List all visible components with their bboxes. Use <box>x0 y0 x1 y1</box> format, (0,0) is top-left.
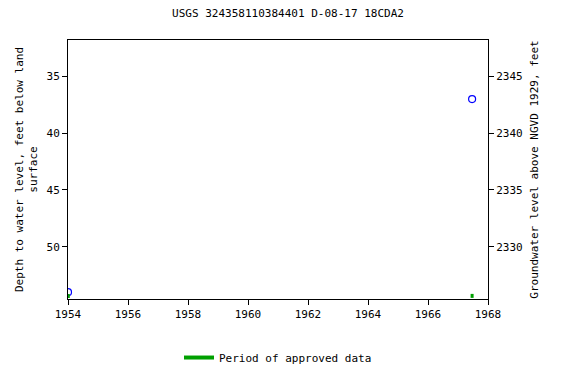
svg-text:1958: 1958 <box>175 308 202 321</box>
svg-text:1966: 1966 <box>415 308 442 321</box>
svg-text:1956: 1956 <box>115 308 142 321</box>
svg-text:35: 35 <box>47 70 60 83</box>
svg-text:2345: 2345 <box>496 70 523 83</box>
svg-text:2330: 2330 <box>496 241 523 254</box>
svg-text:1962: 1962 <box>295 308 322 321</box>
svg-text:Period of approved data: Period of approved data <box>219 352 371 365</box>
svg-text:2340: 2340 <box>496 127 523 140</box>
svg-text:40: 40 <box>47 127 60 140</box>
svg-text:1964: 1964 <box>355 308 382 321</box>
svg-text:USGS 324358110384401 D-08-17 1: USGS 324358110384401 D-08-17 18CDA2 <box>172 7 404 20</box>
svg-text:Depth to water level, feet bel: Depth to water level, feet below landsur… <box>13 47 40 292</box>
svg-text:1954: 1954 <box>55 308 82 321</box>
svg-text:45: 45 <box>47 184 60 197</box>
svg-text:Groundwater level above NGVD 1: Groundwater level above NGVD 1929, feet <box>528 40 541 298</box>
svg-text:1960: 1960 <box>235 308 262 321</box>
svg-text:50: 50 <box>47 241 60 254</box>
svg-text:1968: 1968 <box>475 308 502 321</box>
svg-text:2335: 2335 <box>496 184 523 197</box>
